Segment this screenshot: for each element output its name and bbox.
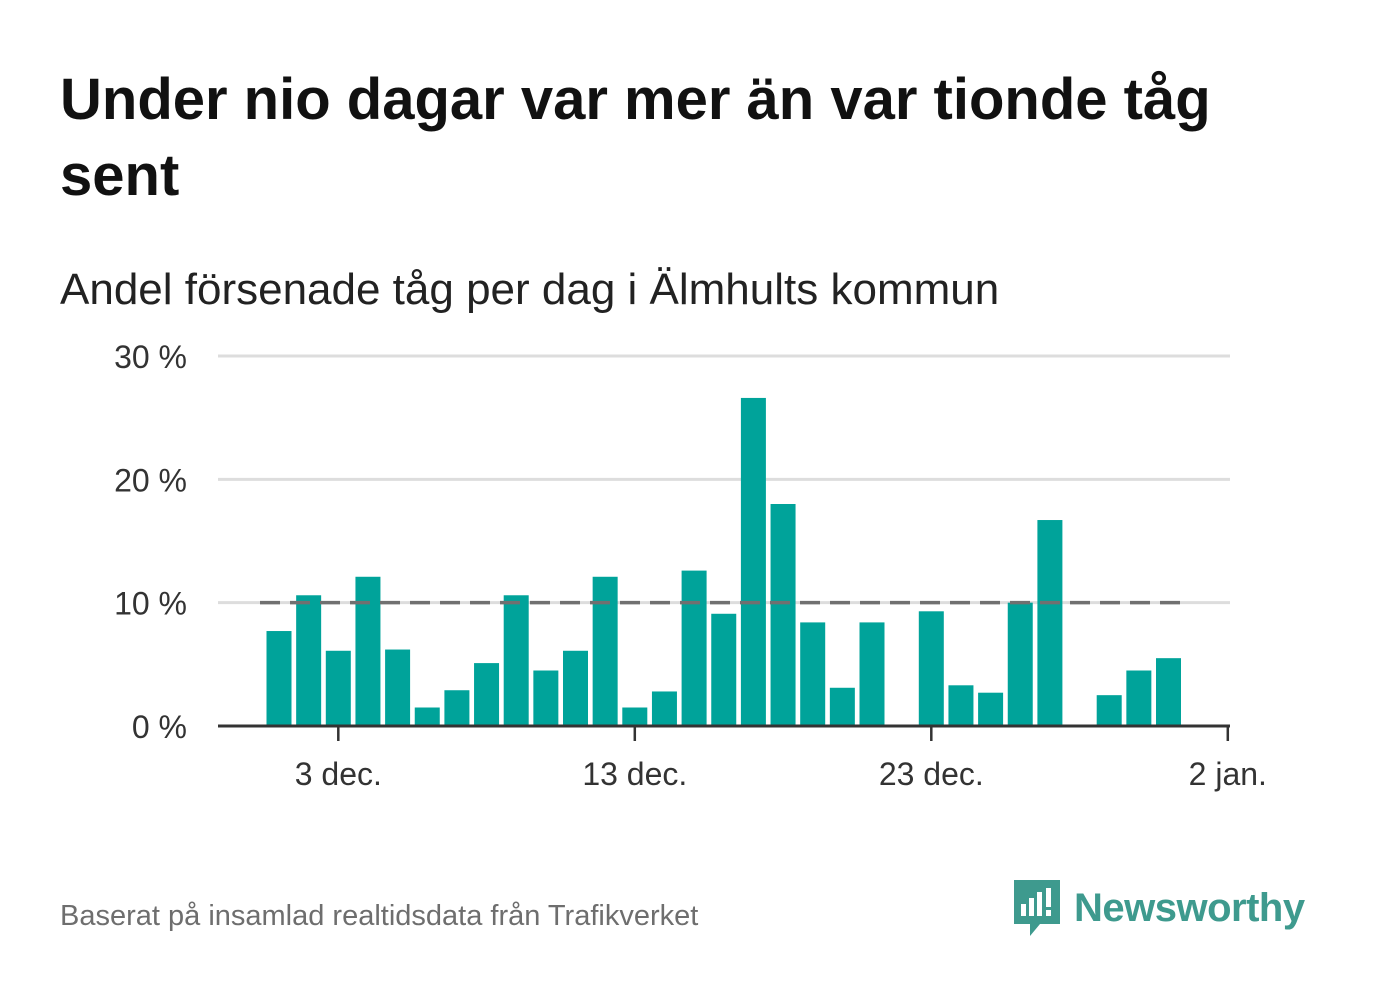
y-tick-labels: 0 % 10 % 20 % 30 %: [114, 339, 187, 745]
bar: [355, 576, 381, 726]
bar: [1126, 670, 1152, 726]
bars: [266, 397, 1181, 726]
chart-subtitle: Andel försenade tåg per dag i Älmhults k…: [60, 265, 1000, 314]
bar: [414, 707, 440, 726]
newsworthy-logo-icon: [1014, 880, 1060, 936]
bar: [503, 595, 529, 726]
bar: [918, 611, 944, 726]
bar: [978, 692, 1004, 726]
bar: [533, 670, 559, 726]
bar: [1096, 695, 1122, 726]
chart-title: Under nio dagar var mer än var tionde tå…: [60, 67, 1211, 208]
bar: [444, 690, 470, 726]
y-tick-label: 10 %: [114, 586, 187, 622]
y-tick-label: 0 %: [132, 709, 187, 745]
bar: [770, 504, 796, 726]
bar: [474, 663, 500, 726]
bar: [325, 650, 351, 726]
bar: [1007, 602, 1033, 726]
y-tick-label: 30 %: [114, 339, 187, 375]
source-note: Baserat på insamlad realtidsdata från Tr…: [60, 900, 699, 932]
bar: [296, 595, 322, 726]
bar: [592, 576, 618, 726]
x-tick-label: 13 dec.: [582, 756, 687, 792]
bar: [622, 707, 648, 726]
bar: [829, 687, 855, 726]
x-tick-label: 2 jan.: [1189, 756, 1267, 792]
bar: [681, 570, 707, 726]
x-tick-labels: 3 dec. 13 dec. 23 dec. 2 jan.: [295, 756, 1267, 792]
bar: [651, 691, 677, 726]
bar-chart: 0 % 10 % 20 % 30 % 3 dec. 13 dec. 23 dec. 2 ja…: [114, 339, 1267, 792]
bar: [800, 622, 826, 726]
bar: [266, 631, 292, 726]
axes: [218, 724, 1230, 741]
bar: [859, 622, 885, 726]
bar: [1037, 520, 1063, 726]
bar: [711, 613, 737, 726]
gridlines: [218, 354, 1230, 605]
y-tick-label: 20 %: [114, 462, 187, 498]
brand-name: Newsworthy: [1074, 885, 1305, 930]
bar: [385, 649, 411, 726]
x-tick-label: 23 dec.: [879, 756, 984, 792]
newsworthy-logo: Newsworthy: [1012, 878, 1305, 938]
bar: [563, 650, 588, 726]
x-tick-label: 3 dec.: [295, 756, 382, 792]
bar: [1156, 658, 1181, 726]
bar: [948, 685, 974, 726]
bar: [740, 397, 766, 726]
